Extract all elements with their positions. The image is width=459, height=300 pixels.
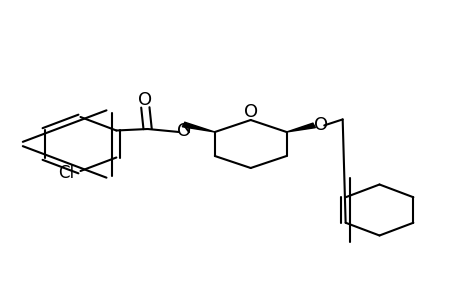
Polygon shape — [286, 123, 315, 132]
Polygon shape — [182, 122, 214, 132]
Text: O: O — [177, 122, 191, 140]
Text: O: O — [243, 103, 257, 121]
Text: O: O — [138, 91, 152, 109]
Text: O: O — [314, 116, 328, 134]
Text: Cl: Cl — [57, 164, 74, 181]
